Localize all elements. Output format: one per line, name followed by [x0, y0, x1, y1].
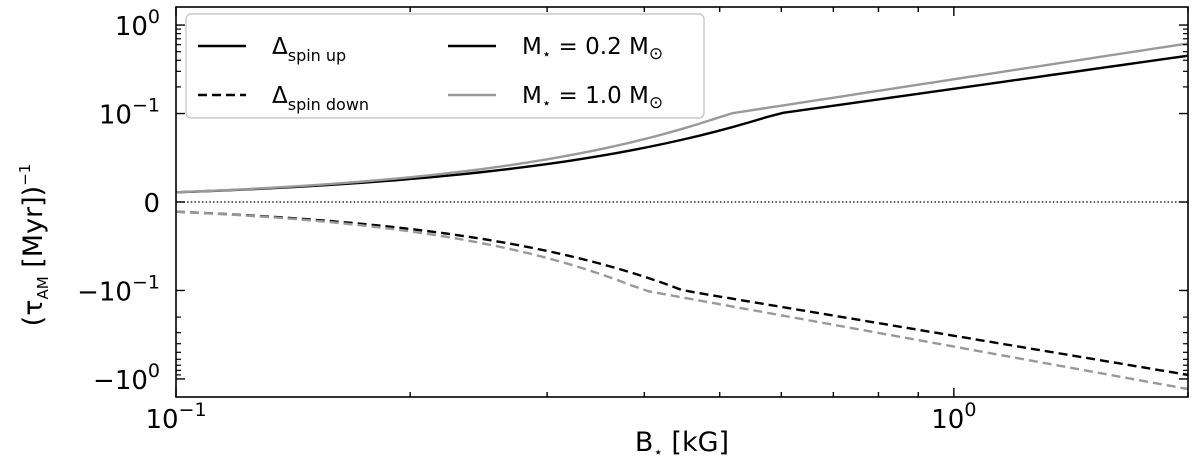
series-line-2: [176, 42, 1188, 194]
x-axis-label: B⋆ [kG]: [635, 427, 729, 461]
legend-label-solid: Δspin up: [272, 34, 346, 65]
legend-label-mass-2: M⋆ = 1.0 M⊙: [522, 83, 663, 113]
y-tick-label: 0: [143, 189, 160, 219]
legend-label-dashed: Δspin down: [272, 83, 369, 114]
legend-box: [185, 13, 705, 119]
y-axis-label: (τAM [Myr])−1: [16, 164, 52, 327]
plot-area: [175, 6, 1189, 398]
legend-label-mass-1: M⋆ = 0.2 M⊙: [522, 34, 663, 64]
tick-layer: [175, 7, 1189, 397]
x-tick-label: 100: [931, 399, 976, 435]
x-tick-label: 10−1: [145, 399, 206, 435]
series-line-3: [176, 210, 1188, 377]
y-tick-label: 100: [115, 6, 160, 42]
y-tick-label: 10−1: [99, 95, 160, 131]
y-tick-label: −100: [93, 360, 160, 396]
tick-label-layer: 10−1 100 100 10−1 0 −10−1 −100: [77, 6, 976, 435]
series-line-4: [176, 210, 1188, 391]
legend: Δspin up Δspin down M⋆ = 0.2 M⊙ M⋆ = 1.0 M⊙: [185, 13, 705, 119]
y-tick-label: −10−1: [77, 271, 160, 307]
